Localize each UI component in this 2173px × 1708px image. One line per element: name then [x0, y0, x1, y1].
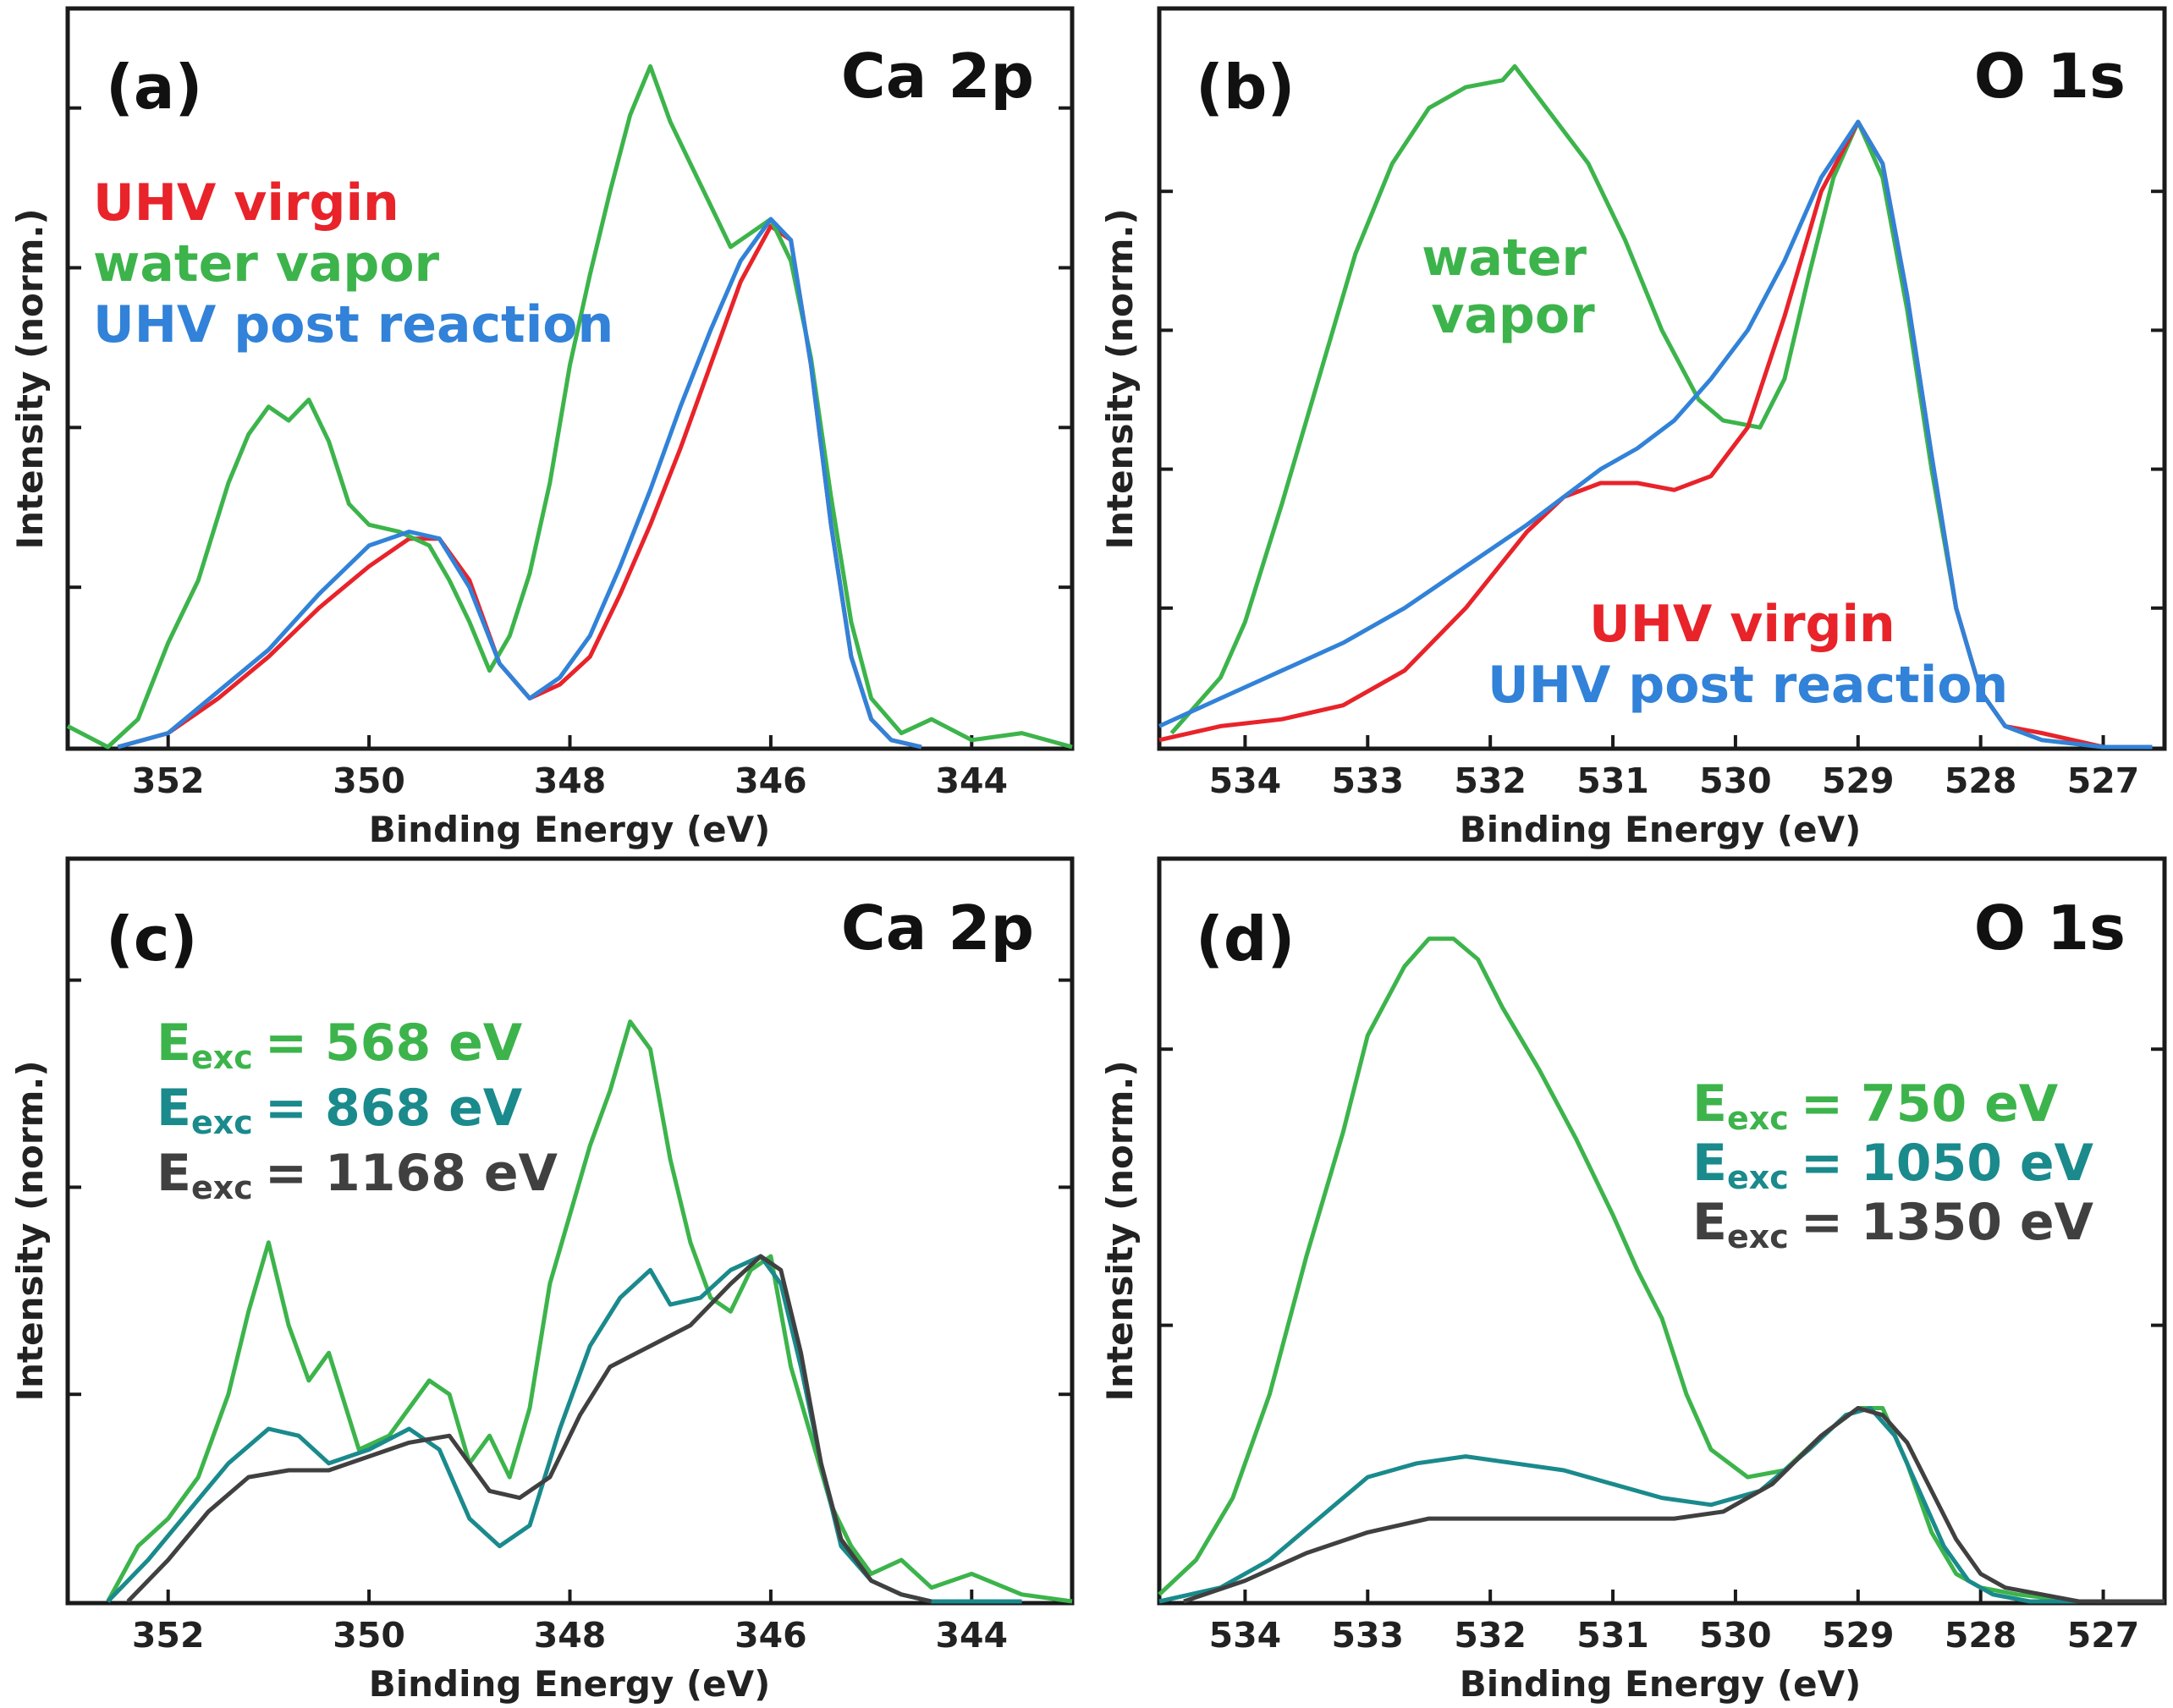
legend-entry: Eexc = 1168 eV: [157, 1144, 558, 1206]
tick-labels: 352 350 348 346 344: [132, 761, 1008, 801]
legend-entry: water vapor: [93, 234, 440, 294]
x-tick-label: 348: [534, 761, 607, 801]
x-axis-title: Binding Energy (eV): [1460, 1663, 1862, 1705]
x-axis-title: Binding Energy (eV): [369, 1663, 771, 1705]
subscript: exc: [1727, 1100, 1789, 1137]
tick-labels: 534 533 532 531 530 529 528 527: [1209, 1615, 2140, 1656]
x-tick-label: 527: [2067, 1615, 2140, 1656]
series-line: [126, 1254, 932, 1604]
subscript: exc: [191, 1169, 253, 1206]
series-group: [106, 1019, 1073, 1604]
x-tick-label: 529: [1822, 1615, 1895, 1656]
panel-title: O 1s: [1974, 892, 2126, 964]
series-line: [1183, 1406, 2165, 1604]
subscript: exc: [1727, 1159, 1789, 1196]
plot-frame: [65, 6, 1075, 751]
x-tick-label: 528: [1945, 761, 2017, 801]
legend-value: = 1350 eV: [1801, 1193, 2094, 1252]
ticks: [1159, 1047, 2165, 1603]
legend-value: = 568 eV: [265, 1013, 523, 1073]
panel-b: 534 533 532 531 530 529 528 527 (b) O 1s water …: [1099, 6, 2167, 850]
series-group: [66, 63, 1073, 750]
series-group: [1158, 936, 2165, 1604]
panel-label: (d): [1196, 903, 1295, 975]
y-axis-title: Intensity (norm.): [9, 208, 51, 549]
x-tick-label: 534: [1209, 761, 1282, 801]
y-axis-title: Intensity (norm.): [1099, 1060, 1141, 1401]
legend-entry: Eexc = 568 eV: [157, 1013, 523, 1076]
x-tick-label: 346: [734, 1615, 807, 1656]
panel-title: O 1s: [1974, 41, 2126, 112]
panel-d: 534 533 532 531 530 529 528 527 (d) O 1s Eexc = …: [1099, 856, 2167, 1705]
legend-entry: Eexc = 750 eV: [1692, 1074, 2059, 1137]
legend-entry: Eexc = 868 eV: [157, 1079, 523, 1141]
legend-value: = 750 eV: [1801, 1074, 2059, 1134]
series-line: [1158, 936, 2153, 1604]
legend-entry: UHV virgin: [93, 173, 399, 233]
x-tick-label: 531: [1576, 761, 1649, 801]
panel-label: (a): [106, 52, 202, 123]
legend-value: = 1050 eV: [1801, 1134, 2094, 1193]
x-tick-label: 528: [1945, 1615, 2017, 1656]
x-tick-label: 527: [2067, 761, 2140, 801]
x-tick-label: 533: [1331, 1615, 1404, 1656]
x-tick-label: 533: [1331, 761, 1404, 801]
x-tick-label: 350: [333, 761, 405, 801]
legend-value: = 1168 eV: [265, 1144, 558, 1203]
legend-entry: UHV virgin: [1589, 595, 1895, 654]
ticks: [68, 978, 1072, 1603]
plot-frame: [1157, 856, 2167, 1606]
panel-label: (c): [106, 903, 198, 975]
legend-word: vapor: [1431, 286, 1595, 345]
x-tick-label: 344: [936, 761, 1009, 801]
x-tick-label: 534: [1209, 1615, 1282, 1656]
legend-entry: Eexc = 1050 eV: [1692, 1134, 2094, 1196]
x-tick-label: 346: [734, 761, 807, 801]
x-tick-label: 529: [1822, 761, 1895, 801]
subscript: exc: [191, 1039, 253, 1076]
x-tick-label: 531: [1576, 1615, 1649, 1656]
ticks: [1159, 189, 2165, 749]
x-axis-title: Binding Energy (eV): [369, 809, 771, 850]
x-tick-label: 530: [1699, 761, 1772, 801]
x-tick-label: 344: [936, 1615, 1009, 1656]
subscript: exc: [1727, 1218, 1789, 1255]
panel-a: 352 350 348 346 344 (a) Ca 2p UHV virgin wat…: [9, 6, 1075, 850]
x-tick-label: 348: [534, 1615, 607, 1656]
x-axis-title: Binding Energy (eV): [1460, 809, 1862, 850]
plot-frame: [65, 856, 1075, 1606]
tick-labels: 352 350 348 346 344: [132, 1615, 1008, 1656]
plot-frame: [1157, 6, 2167, 751]
y-axis-title: Intensity (norm.): [9, 1060, 51, 1401]
series-line: [66, 63, 1073, 750]
panel-label: (b): [1196, 52, 1295, 123]
panel-c: 352 350 348 346 344 (c) Ca 2p Eexc = 568 eV E…: [9, 856, 1075, 1705]
legend-value: = 868 eV: [265, 1079, 523, 1138]
legend-entry: UHV post reaction: [93, 295, 613, 354]
x-tick-label: 352: [132, 1615, 205, 1656]
x-tick-label: 530: [1699, 1615, 1772, 1656]
panel-title: Ca 2p: [841, 41, 1034, 112]
series-line: [106, 1254, 1022, 1604]
x-tick-label: 532: [1454, 1615, 1527, 1656]
panel-title: Ca 2p: [841, 892, 1034, 964]
subscript: exc: [191, 1104, 253, 1141]
legend-entry: UHV post reaction: [1488, 656, 2008, 715]
series-line: [117, 217, 922, 750]
x-tick-label: 352: [132, 761, 205, 801]
x-tick-label: 532: [1454, 761, 1527, 801]
x-tick-label: 350: [333, 1615, 405, 1656]
y-axis-title: Intensity (norm.): [1099, 208, 1141, 549]
tick-labels: 534 533 532 531 530 529 528 527: [1209, 761, 2140, 801]
series-line: [1158, 119, 2153, 750]
legend-entry: Eexc = 1350 eV: [1692, 1193, 2094, 1255]
series-group: [1158, 63, 2153, 750]
legend-entry: water vapor: [1422, 228, 1604, 345]
legend-word: water: [1422, 228, 1587, 288]
series-line: [1158, 1406, 2153, 1604]
